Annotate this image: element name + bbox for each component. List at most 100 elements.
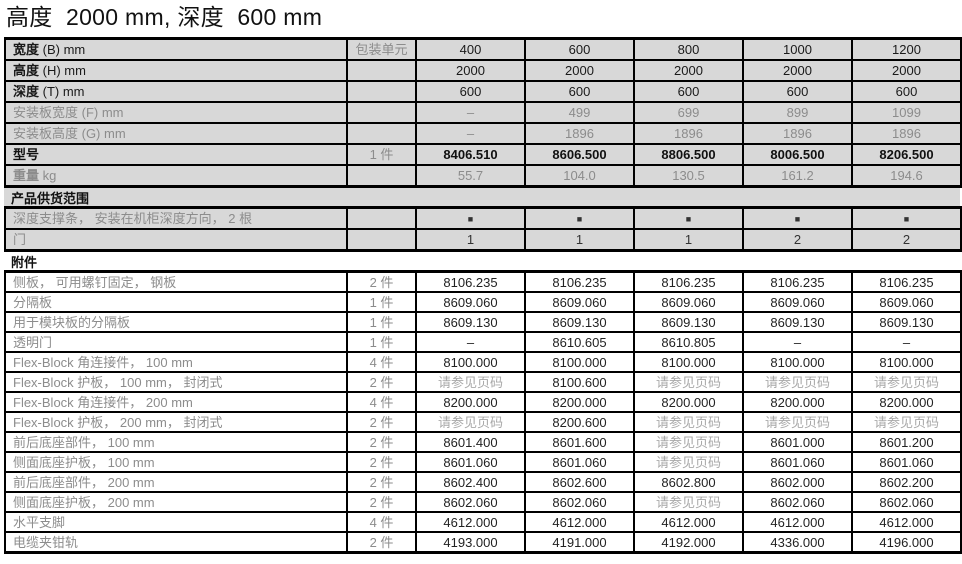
- value-text: 8200.000: [552, 394, 607, 410]
- value-cell: 8602.200: [851, 471, 962, 493]
- value-text: 1896: [783, 126, 812, 141]
- value-cell: 4191.000: [524, 531, 635, 554]
- value-cell: 4192.000: [633, 531, 744, 554]
- value-text: 699: [677, 105, 700, 120]
- row-label-rest: 用于模块板的分隔板: [13, 314, 131, 330]
- value-text: 8601.060: [552, 454, 607, 470]
- value-text: 8601.060: [879, 454, 934, 470]
- value-text: 请参见页码: [655, 374, 721, 390]
- value-cell: –: [415, 101, 526, 124]
- value-text: 8106.235: [770, 274, 825, 290]
- row-label: 深度支撑条， 安装在机柜深度方向， 2 根: [4, 206, 348, 230]
- value-text: 8406.510: [443, 147, 498, 162]
- packaging-unit-cell: [346, 122, 417, 145]
- packaging-unit-cell: [346, 206, 417, 230]
- value-text: 请参见页码: [655, 434, 721, 450]
- table-row: 用于模块板的分隔板 1 件 8609.130 8609.130 8609.130 8609…: [4, 311, 962, 333]
- value-cell: –: [742, 331, 853, 353]
- value-text: 8200.000: [443, 394, 498, 410]
- value-cell: ■: [524, 206, 635, 230]
- page-title: 高度 2000 mm, 深度 600 mm: [6, 4, 323, 30]
- value-cell: 4196.000: [851, 531, 962, 554]
- value-cell: ■: [742, 206, 853, 230]
- packaging-unit-cell: 2 件: [346, 411, 417, 433]
- value-text: 8609.060: [661, 294, 716, 310]
- value-cell: 8806.500: [633, 143, 744, 166]
- value-cell: ■: [851, 206, 962, 230]
- value-cell: 8609.060: [415, 291, 526, 313]
- value-cell: 8100.600: [524, 371, 635, 393]
- value-text: 8200.000: [879, 394, 934, 410]
- value-cell: 8100.000: [742, 351, 853, 373]
- row-label-rest: 电缆夹钳轨: [13, 534, 79, 550]
- supply-mark-icon: ■: [685, 213, 692, 224]
- value-cell: 600: [742, 80, 853, 103]
- row-label-rest: Flex-Block 角连接件， 200 mm: [13, 394, 193, 410]
- value-cell: 4612.000: [633, 511, 744, 533]
- value-cell: 2000: [524, 59, 635, 82]
- row-label: 型号: [4, 143, 348, 166]
- value-cell: 8610.605: [524, 331, 635, 353]
- table-row: Flex-Block 护板， 100 mm， 封闭式 2 件 请参见页码 8100.6…: [4, 371, 962, 393]
- row-label-bold: 高度: [13, 63, 40, 78]
- value-text: 600: [786, 84, 809, 99]
- value-text: 8609.060: [770, 294, 825, 310]
- value-text: 600: [568, 84, 591, 99]
- value-cell: 8100.000: [633, 351, 744, 373]
- value-text: 499: [568, 105, 591, 120]
- value-cell: 4612.000: [851, 511, 962, 533]
- value-text: 4191.000: [552, 534, 607, 550]
- packaging-unit-cell: 4 件: [346, 351, 417, 373]
- value-cell: 8606.500: [524, 143, 635, 166]
- value-cell: 2: [851, 228, 962, 252]
- table-row: 安装板宽度 (F) mm – 499 699 899 1099: [4, 101, 962, 124]
- value-text: 2: [902, 232, 911, 247]
- value-cell: 1: [633, 228, 744, 252]
- packaging-unit-cell: 2 件: [346, 471, 417, 493]
- value-text: 8602.060: [443, 494, 498, 510]
- value-text: 400: [459, 42, 482, 57]
- value-cell: 8610.805: [633, 331, 744, 353]
- row-label: Flex-Block 护板， 200 mm， 封闭式: [4, 411, 348, 433]
- value-cell: 2000: [742, 59, 853, 82]
- value-text: 899: [786, 105, 809, 120]
- packaging-unit-cell: [346, 59, 417, 82]
- value-cell: 8602.400: [415, 471, 526, 493]
- value-text: 1099: [892, 105, 921, 120]
- value-cell: 1000: [742, 37, 853, 61]
- row-label-rest: kg: [39, 168, 57, 183]
- value-text: 8106.235: [661, 274, 716, 290]
- supply-mark-icon: ■: [576, 213, 583, 224]
- value-text: 请参见页码: [655, 454, 721, 470]
- row-label: 侧板， 可用螺钉固定， 钢板: [4, 270, 348, 293]
- value-text: 104.0: [563, 168, 596, 183]
- value-text: 8100.600: [552, 374, 607, 390]
- value-text: 8100.000: [661, 354, 716, 370]
- value-text: 8100.000: [770, 354, 825, 370]
- value-text: 8602.400: [443, 474, 498, 490]
- value-text: 请参见页码: [655, 494, 721, 510]
- value-text: 8609.060: [552, 294, 607, 310]
- value-text: 8106.235: [552, 274, 607, 290]
- value-cell: 600: [524, 37, 635, 61]
- value-text: 600: [895, 84, 918, 99]
- value-cell: 8206.500: [851, 143, 962, 166]
- value-text: 4193.000: [443, 534, 498, 550]
- value-text: 请参见页码: [437, 414, 503, 430]
- row-label: Flex-Block 护板， 100 mm， 封闭式: [4, 371, 348, 393]
- value-cell: 1200: [851, 37, 962, 61]
- section-header-accessories-label: 附件: [11, 254, 38, 270]
- row-label-rest: 透明门: [13, 334, 53, 350]
- row-label-rest: 门: [13, 232, 27, 247]
- value-cell: 请参见页码: [742, 371, 853, 393]
- value-text: 130.5: [672, 168, 705, 183]
- row-label-rest: 侧面底座护板， 100 mm: [13, 454, 155, 470]
- value-cell: 8200.000: [633, 391, 744, 413]
- value-cell: 8200.000: [851, 391, 962, 413]
- value-cell: 8609.130: [633, 311, 744, 333]
- value-cell: 8609.130: [524, 311, 635, 333]
- value-cell: 8609.130: [415, 311, 526, 333]
- row-label: 重量 kg: [4, 164, 348, 188]
- value-text: –: [902, 334, 911, 350]
